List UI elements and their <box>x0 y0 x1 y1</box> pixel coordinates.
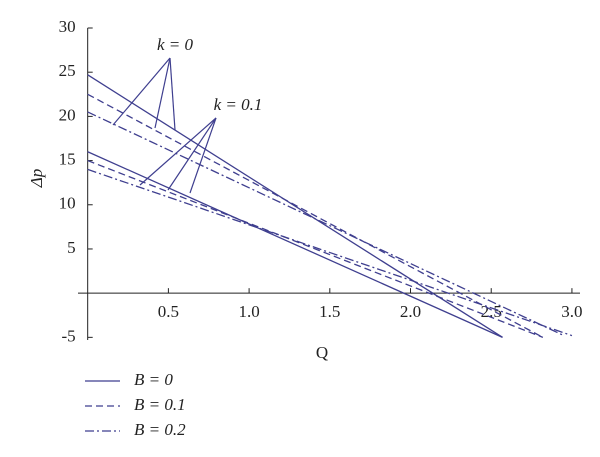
y-tick-label: -5 <box>62 326 76 345</box>
annotation-pointer <box>139 117 217 186</box>
legend-label: B = 0.1 <box>134 395 186 414</box>
y-axis-label: Δp <box>27 169 46 188</box>
line-series <box>87 159 544 338</box>
x-axis-label: Q <box>316 343 328 362</box>
line-series <box>87 151 503 338</box>
annotation-pointer <box>167 117 217 191</box>
legend-label: B = 0 <box>134 370 173 389</box>
x-tick-label: 2.0 <box>400 302 421 321</box>
annotation: k = 0 <box>157 35 194 54</box>
y-tick-label: 20 <box>59 105 76 124</box>
y-tick-label: 25 <box>59 61 76 80</box>
y-tick-label: 10 <box>59 194 76 213</box>
annotation-pointer <box>169 57 176 131</box>
annotation-pointer <box>189 117 217 194</box>
annotation: k = 0.1 <box>214 95 263 114</box>
line-series <box>87 168 573 337</box>
x-tick-label: 1.0 <box>238 302 259 321</box>
annotation-pointer <box>112 57 171 126</box>
x-tick-label: 0.5 <box>158 302 179 321</box>
y-tick-label: 30 <box>59 17 76 36</box>
y-tick-label: 5 <box>67 238 76 257</box>
x-tick-label: 3.0 <box>561 302 582 321</box>
annotation-pointer <box>154 57 171 129</box>
line-series <box>87 93 544 338</box>
y-tick-label: 15 <box>59 149 76 168</box>
line-series <box>87 111 565 337</box>
x-tick-label: 1.5 <box>319 302 340 321</box>
legend-label: B = 0.2 <box>134 420 186 439</box>
